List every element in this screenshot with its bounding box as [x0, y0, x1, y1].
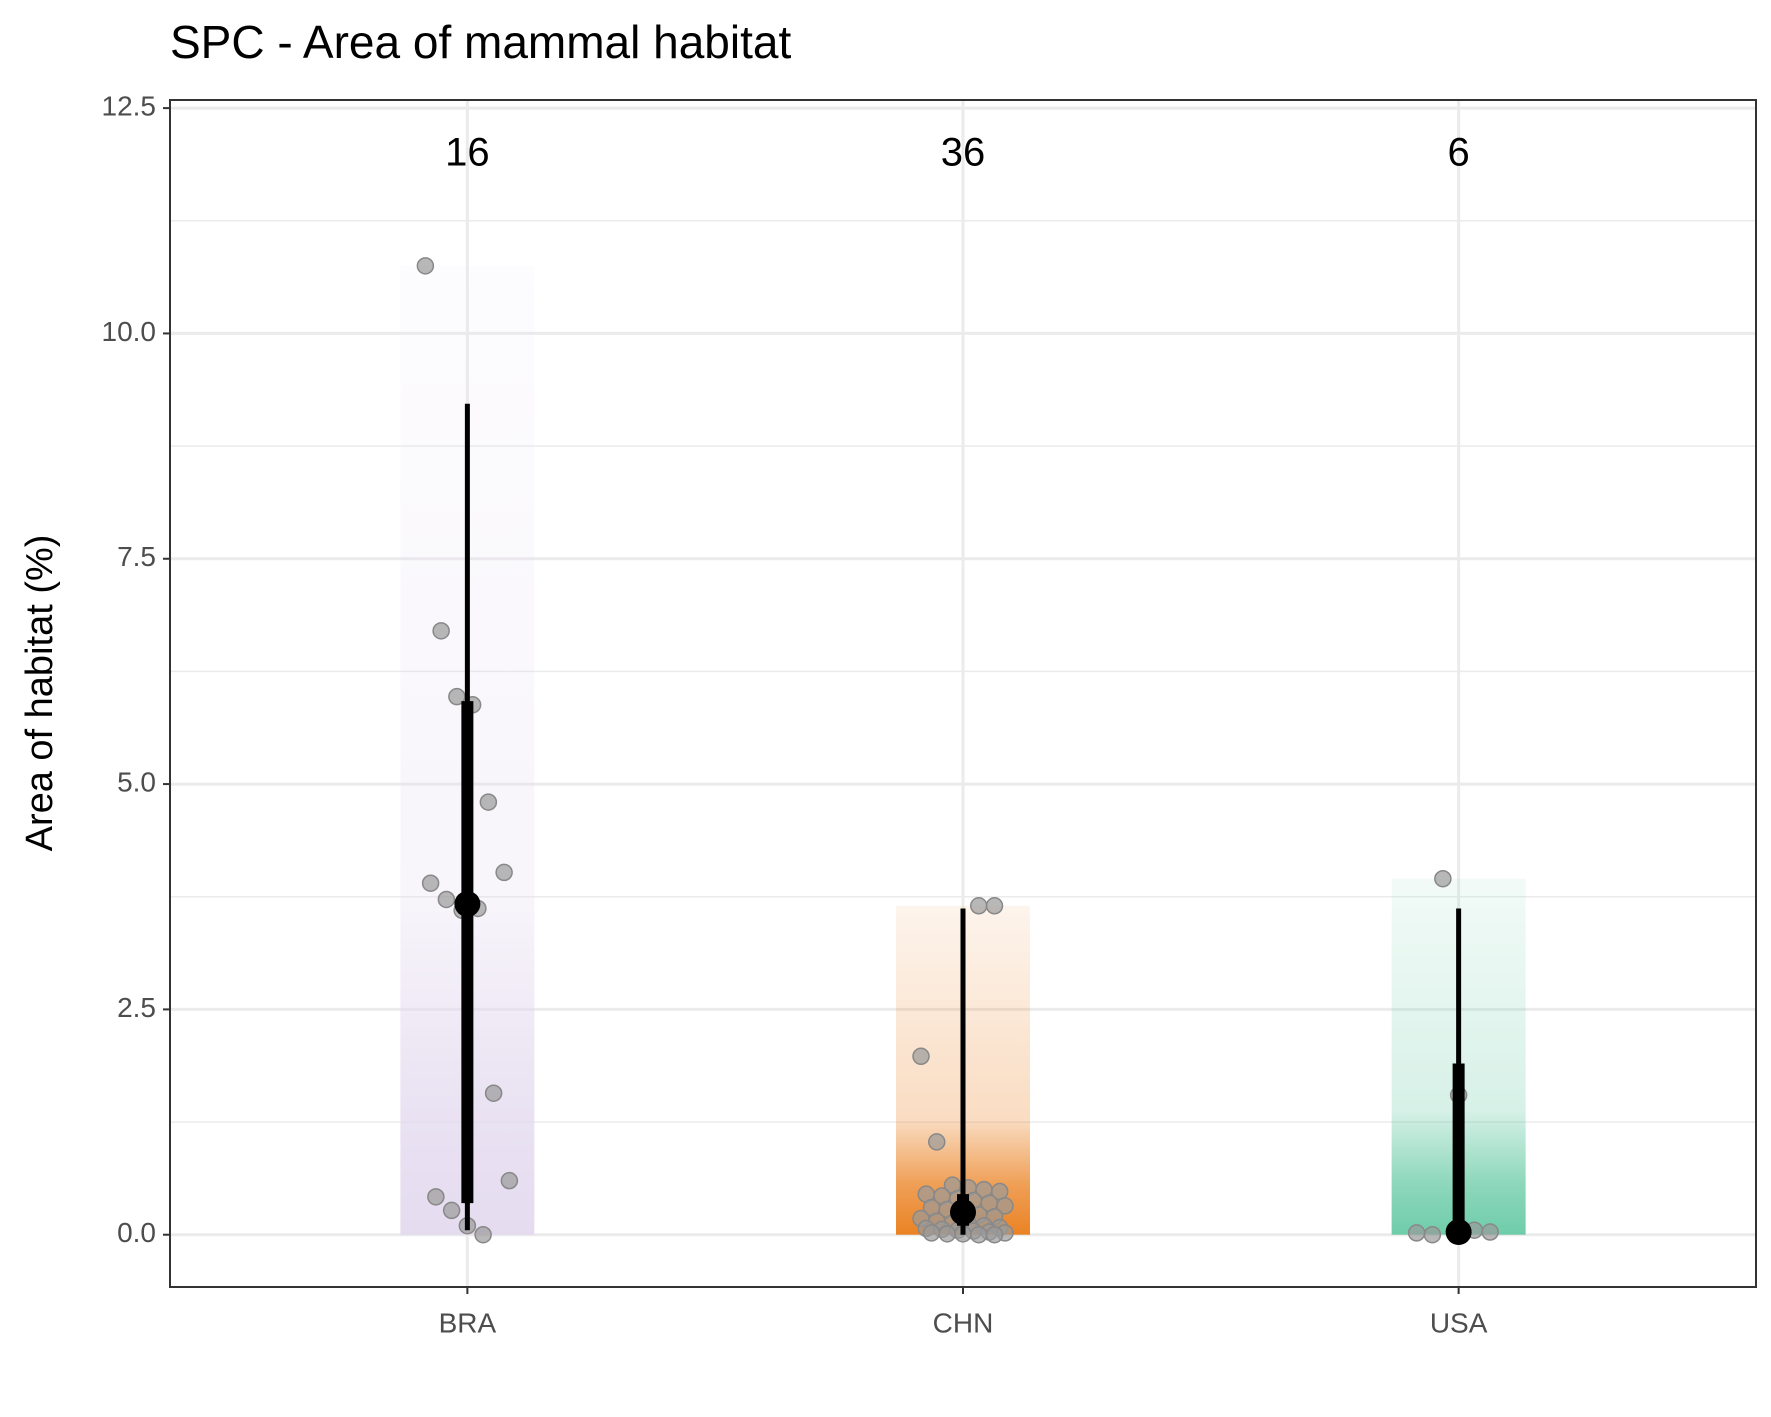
data-point [442, 1201, 461, 1220]
y-tick-label: 2.5 [117, 992, 156, 1023]
data-point [970, 1225, 988, 1244]
data-point [416, 257, 435, 275]
data-point [484, 1084, 503, 1102]
x-tick-label: USA [1430, 1307, 1488, 1338]
y-tick-label: 7.5 [117, 541, 156, 572]
data-point [495, 863, 513, 882]
data-point [1407, 1224, 1426, 1242]
data-point [922, 1224, 941, 1242]
y-tick-label: 5.0 [117, 766, 156, 797]
data-point [970, 897, 988, 915]
y-tick-label: 10.0 [102, 316, 157, 347]
data-point [985, 1225, 1004, 1244]
data-point [928, 1133, 946, 1151]
data-point [996, 1197, 1014, 1215]
y-tick-label: 12.5 [102, 91, 157, 122]
data-point [938, 1225, 956, 1243]
count-label: 36 [941, 131, 986, 175]
median-point [454, 890, 481, 917]
data-point [427, 1188, 445, 1206]
data-point [437, 890, 456, 909]
y-tick-label: 0.0 [117, 1217, 156, 1248]
data-point [432, 622, 450, 640]
data-point [479, 793, 498, 811]
data-point [912, 1047, 930, 1066]
data-point [421, 874, 440, 892]
data-point [1481, 1223, 1499, 1241]
x-tick-label: BRA [439, 1307, 497, 1338]
data-point [985, 897, 1004, 915]
data-point [474, 1225, 492, 1244]
count-label: 16 [445, 131, 490, 175]
count-label: 6 [1448, 131, 1470, 175]
median-point [950, 1199, 976, 1226]
chart-title: SPC - Area of mammal habitat [170, 16, 791, 68]
x-tick-label: CHN [933, 1307, 994, 1338]
data-point [500, 1171, 519, 1190]
panel-border [169, 99, 1757, 1288]
median-point [1445, 1219, 1472, 1246]
data-point [1423, 1225, 1442, 1244]
y-axis-label: Area of habitat (%) [19, 535, 61, 852]
data-point [1434, 869, 1452, 888]
